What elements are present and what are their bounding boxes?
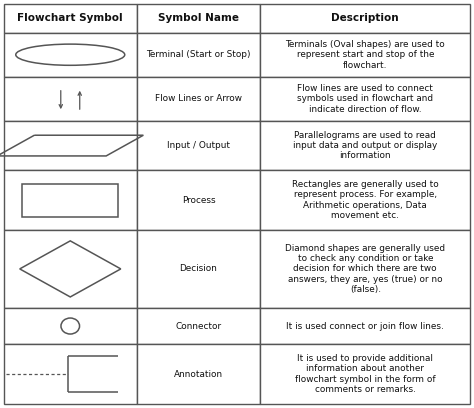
Bar [4,77,137,121]
Text: Parallelograms are used to read
input data and output or display
information: Parallelograms are used to read input da… [293,131,438,160]
Bar [260,121,470,170]
Bar [137,77,260,121]
Bar [137,230,260,308]
Text: Flowchart Symbol: Flowchart Symbol [18,13,123,23]
Text: Decision: Decision [180,264,218,273]
Text: Rectangles are generally used to
represent process. For example,
Arithmetic oper: Rectangles are generally used to represe… [292,180,438,220]
Bar [4,344,137,404]
Text: Connector: Connector [175,322,221,330]
Bar [137,121,260,170]
Bar [4,4,137,33]
Bar [4,230,137,308]
Bar [260,308,470,344]
Text: Input / Output: Input / Output [167,141,230,150]
Bar [137,344,260,404]
Text: Flow lines are used to connect
symbols used in flowchart and
indicate direction : Flow lines are used to connect symbols u… [297,84,433,114]
Bar [22,184,118,217]
Text: Terminal (Start or Stop): Terminal (Start or Stop) [146,50,251,59]
Bar [260,77,470,121]
Bar [137,4,260,33]
Text: It is used to provide additional
information about another
flowchart symbol in t: It is used to provide additional informa… [295,354,436,394]
Bar [137,33,260,77]
Text: Diamond shapes are generally used
to check any condition or take
decision for wh: Diamond shapes are generally used to che… [285,244,445,294]
Bar [260,33,470,77]
Bar [4,308,137,344]
Text: Terminals (Oval shapes) are used to
represent start and stop of the
flowchart.: Terminals (Oval shapes) are used to repr… [285,40,445,70]
Bar [260,230,470,308]
Text: It is used connect or join flow lines.: It is used connect or join flow lines. [286,322,444,330]
Bar [4,170,137,230]
Bar [260,4,470,33]
Bar [260,344,470,404]
Text: Annotation: Annotation [174,370,223,379]
Bar [137,170,260,230]
Bar [4,33,137,77]
Text: Description: Description [331,13,399,23]
Bar [4,121,137,170]
Text: Flow Lines or Arrow: Flow Lines or Arrow [155,94,242,103]
Text: Symbol Name: Symbol Name [158,13,239,23]
Text: Process: Process [182,195,215,204]
Bar [260,170,470,230]
Bar [137,308,260,344]
